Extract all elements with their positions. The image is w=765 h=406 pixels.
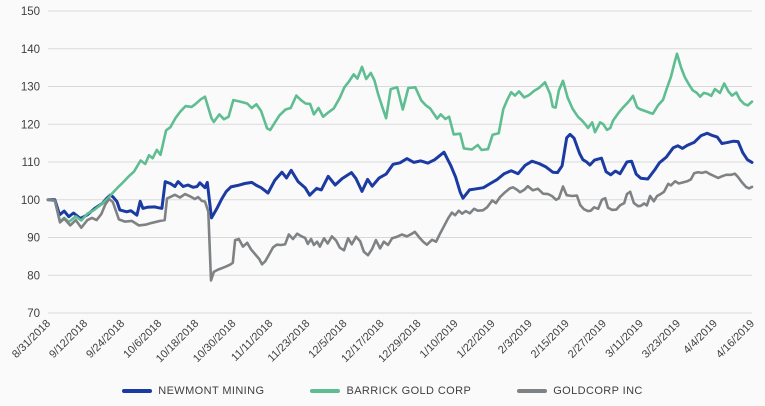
legend-item-goldcorp-inc[interactable]: GOLDCORP INC	[517, 385, 643, 397]
legend-line-swatch-newmont-mining	[122, 389, 153, 393]
y-tick-label: 120	[21, 119, 40, 131]
legend-item-newmont-mining[interactable]: NEWMONT MINING	[122, 385, 264, 397]
y-tick-label: 70	[27, 308, 40, 320]
series-line-goldcorp-inc	[46, 170, 754, 282]
legend-label-barrick-gold-corp: BARRICK GOLD CORP	[346, 385, 472, 397]
x-tick-label: 3/23/2019	[640, 318, 683, 361]
legend-label-goldcorp-inc: GOLDCORP INC	[553, 385, 643, 397]
series-line-newmont-mining	[46, 131, 754, 221]
x-tick-label: 2/15/2019	[529, 318, 572, 361]
x-tick-label: 9/12/2018	[47, 318, 90, 361]
x-tick-label: 8/31/2018	[10, 318, 53, 361]
y-tick-label: 100	[21, 195, 40, 207]
y-tick-label: 140	[21, 44, 40, 56]
legend-line-swatch-barrick-gold-corp	[310, 389, 341, 393]
chart-plot-area[interactable]: 150 140 130 120 110 100 90 80 708/31/20189/12/20…	[0, 0, 765, 378]
y-tick-label: 80	[27, 270, 40, 282]
x-tick-label: 1/10/2019	[418, 318, 461, 361]
legend-line-swatch-goldcorp-inc	[517, 389, 548, 393]
x-tick-label: 4/4/2019	[681, 318, 720, 357]
series-line-barrick-gold-corp	[46, 52, 754, 224]
x-tick-label: 1/22/2019	[455, 318, 498, 361]
x-tick-label: 4/16/2019	[714, 318, 757, 361]
y-tick-label: 130	[21, 82, 40, 94]
y-tick-label: 90	[27, 233, 40, 245]
chart-legend: NEWMONT MINING BARRICK GOLD CORP GOLDCORP …	[0, 381, 765, 401]
x-tick-label: 3/11/2019	[603, 318, 646, 361]
legend-label-newmont-mining: NEWMONT MINING	[158, 385, 265, 397]
x-tick-label: 2/27/2019	[566, 318, 609, 361]
legend-item-barrick-gold-corp[interactable]: BARRICK GOLD CORP	[310, 385, 471, 397]
x-tick-label: 9/24/2018	[84, 318, 127, 361]
y-tick-label: 110	[22, 157, 40, 169]
y-tick-label: 150	[21, 6, 40, 18]
